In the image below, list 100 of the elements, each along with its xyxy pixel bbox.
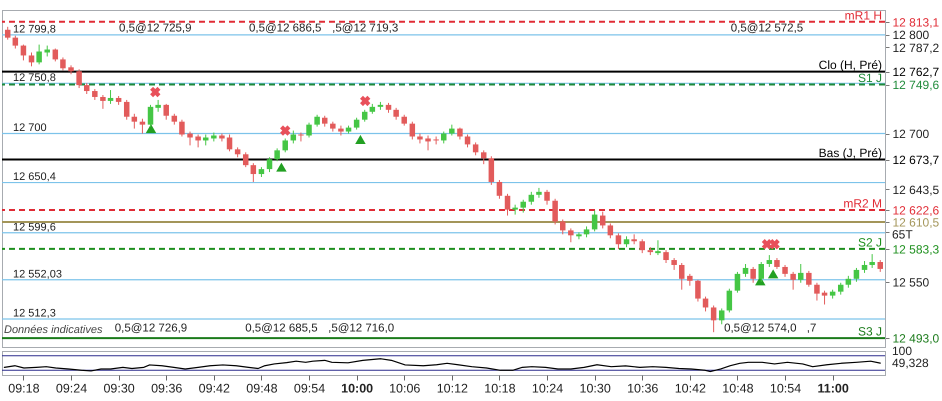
candlestick xyxy=(663,250,669,264)
candlestick xyxy=(187,131,193,146)
candlestick xyxy=(401,114,407,126)
candlestick xyxy=(92,88,98,100)
y-tick-label: 12 700 xyxy=(892,127,930,142)
ref-line-label: 12 700 xyxy=(13,122,47,134)
annotation: ,5@12 719,3 xyxy=(332,22,398,34)
candlestick xyxy=(726,288,732,313)
ref-line-label: 12 552,03 xyxy=(13,268,62,280)
candlestick xyxy=(140,118,146,134)
candlestick xyxy=(671,258,677,270)
candlestick xyxy=(322,115,328,128)
candlestick xyxy=(195,134,201,148)
candlestick xyxy=(854,267,860,282)
candlestick xyxy=(234,146,240,158)
candlestick xyxy=(544,189,550,206)
ref-line-label: S3 J xyxy=(858,324,882,339)
candlestick xyxy=(766,254,772,268)
y-tick-label: 12 610,5 xyxy=(892,215,940,230)
x-tick-label: 10:54 xyxy=(770,382,802,396)
candlestick xyxy=(314,114,320,128)
candlestick xyxy=(274,148,280,162)
y-tick-label: 12 762,7 xyxy=(892,65,940,80)
point xyxy=(355,134,366,144)
candlestick xyxy=(417,133,423,144)
candlestick xyxy=(488,156,494,186)
y-tick-label: 12 622,6 xyxy=(892,204,940,218)
y-tick-label: 12 493,0 xyxy=(892,332,940,346)
candlestick xyxy=(528,191,534,206)
ref-line-label: 12 750,8 xyxy=(13,72,56,84)
candlestick xyxy=(44,45,50,57)
annotation: 0,5@12 574,0 xyxy=(724,322,797,334)
candlestick xyxy=(362,109,368,122)
candlestick xyxy=(28,52,34,67)
candlestick xyxy=(734,271,740,294)
point xyxy=(768,269,778,278)
candlestick xyxy=(282,138,288,153)
candlestick xyxy=(695,279,701,302)
candlestick xyxy=(258,166,264,178)
candlestick xyxy=(76,68,82,89)
ref-line-label: 12 799,8 xyxy=(13,23,56,36)
y-tick-label: 12 673,7 xyxy=(892,153,940,168)
candlestick xyxy=(338,125,344,136)
x-tick-label: 10:42 xyxy=(674,382,706,396)
annotation: Données indicatives xyxy=(4,324,103,336)
candlestick xyxy=(846,275,852,288)
candlestick xyxy=(710,304,716,333)
x-tick-label: 09:30 xyxy=(103,382,135,396)
x-tick-label: 10:06 xyxy=(389,382,420,396)
x-tick-label: 09:36 xyxy=(151,382,182,396)
text: 49,328 xyxy=(892,356,930,370)
candlestick xyxy=(100,94,106,110)
ref-line-label: S1 J xyxy=(858,71,882,86)
candlestick xyxy=(163,103,169,120)
candlestick xyxy=(790,271,796,290)
candlestick xyxy=(370,103,376,114)
ref-line-label: Clo (H, Pré) xyxy=(818,58,882,72)
candlestick xyxy=(592,210,598,232)
candlestick xyxy=(560,219,566,235)
candlestick xyxy=(608,222,614,239)
candlestick xyxy=(354,117,360,130)
candlestick xyxy=(410,121,416,140)
y-tick-label: 12 800 xyxy=(892,28,930,42)
candlestick xyxy=(639,238,645,254)
candlestick xyxy=(52,48,58,62)
point xyxy=(150,86,160,98)
candlestick xyxy=(108,90,114,104)
candlestick xyxy=(600,211,606,229)
candlestick xyxy=(179,119,185,137)
candlestick xyxy=(290,130,296,144)
candlestick xyxy=(60,56,66,71)
candlestick xyxy=(838,282,844,296)
x-tick-label: 09:48 xyxy=(246,382,278,396)
candlestick xyxy=(782,264,788,278)
y-tick-label: 12 749,6 xyxy=(892,78,940,92)
candlestick xyxy=(512,204,518,216)
candlestick xyxy=(806,270,812,288)
y-tick-label: 12 583,3 xyxy=(892,242,940,256)
x-tick-label: 10:36 xyxy=(627,382,658,396)
ref-line-label: 12 650,4 xyxy=(13,171,56,184)
ref-line-label: 12 599,6 xyxy=(13,221,56,234)
candlestick xyxy=(568,228,574,243)
candlestick xyxy=(306,122,312,138)
candlestick xyxy=(242,152,248,168)
x-tick-label: 09:18 xyxy=(8,382,40,396)
candlestick xyxy=(758,262,764,282)
annotation: 65T xyxy=(892,227,914,242)
x-tick-label: 10:18 xyxy=(484,382,516,396)
candlestick xyxy=(449,124,455,136)
y-tick-label: 12 550 xyxy=(892,275,930,290)
candlestick xyxy=(172,113,178,126)
candlestick xyxy=(798,263,804,284)
candlestick xyxy=(536,187,542,198)
ref-line-label: mR2 M xyxy=(843,196,882,211)
candlestick xyxy=(84,82,90,95)
candlestick xyxy=(814,282,820,302)
candlestick xyxy=(425,135,431,151)
candlestick xyxy=(718,308,724,325)
candlestick xyxy=(862,260,868,274)
y-tick-label: 12 787,2 xyxy=(892,40,940,55)
